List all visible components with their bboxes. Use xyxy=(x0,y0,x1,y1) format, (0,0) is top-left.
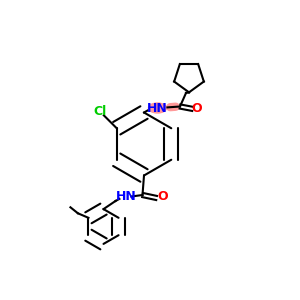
Text: HN: HN xyxy=(147,101,168,115)
Ellipse shape xyxy=(148,102,167,114)
Text: O: O xyxy=(157,190,168,203)
Text: HN: HN xyxy=(116,190,136,203)
Text: Cl: Cl xyxy=(94,105,107,118)
Text: O: O xyxy=(191,102,202,116)
